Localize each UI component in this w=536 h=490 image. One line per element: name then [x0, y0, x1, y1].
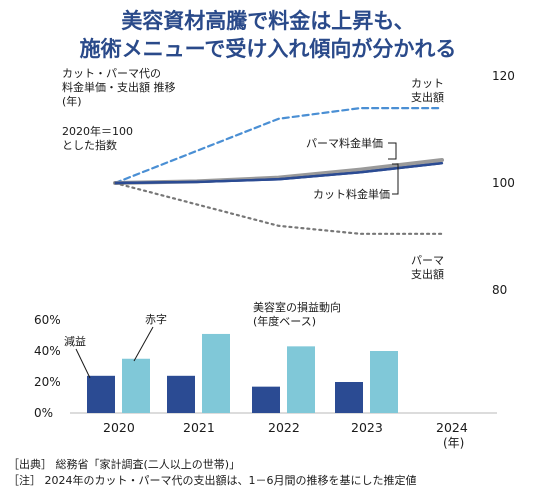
bar-xtick-2020: 2020: [103, 420, 135, 435]
headline-line2: 施術メニューで受け入れ傾向が分かれる: [79, 37, 457, 61]
label-perm-price: パーマ料金単価: [306, 136, 383, 150]
bar-decline-2021: [167, 375, 195, 413]
line-series-3: [113, 181, 444, 235]
label-perm-spend: パーマ支出額: [411, 254, 444, 281]
bar-ytick-2: 20%: [34, 375, 61, 389]
bar-deficit-2021: [202, 333, 230, 413]
line-chart-note: 2020年＝100 とした指数: [62, 124, 133, 152]
line-series-0: [113, 106, 444, 185]
bar-xtick-2021: 2021: [183, 420, 215, 435]
bar-xtick-2023: 2023: [351, 420, 383, 435]
bar-deficit-2022: [287, 346, 315, 413]
bar-decline-2023: [335, 382, 363, 413]
line-series-2-top: [114, 162, 443, 185]
label-cut-price: カット料金単価: [313, 187, 390, 201]
leader-deficit: [133, 326, 154, 362]
bar-chart-title: 美容室の損益動向(年度ベース): [253, 300, 341, 328]
bar-x-suffix: (年): [443, 436, 464, 450]
bar-label-decline: 減益: [64, 334, 86, 348]
note-line: ［注］ 2024年のカット・パーマ代の支出額は、1－6月間の推移を基にした推定値: [8, 474, 417, 487]
leader-cut: [392, 163, 399, 195]
leader-decline: [75, 348, 91, 379]
bar-decline-2020: [87, 375, 115, 413]
leader-perm: [388, 142, 397, 160]
bar-deficit-2020: [122, 358, 150, 413]
source-line: ［出典］ 総務省「家計調査(二人以上の世帯)」: [8, 458, 241, 471]
line-ytick-80: 80: [492, 283, 507, 297]
bar-xtick-2024: 2024: [436, 420, 468, 435]
line-chart-title: カット・パーマ代の料金単価・支出額 推移(年): [62, 67, 176, 108]
label-cut-spend: カット支出額: [411, 77, 444, 104]
bar-ytick-0: 60%: [34, 313, 61, 327]
line-ytick-100: 100: [492, 176, 515, 190]
bar-ytick-1: 40%: [34, 344, 61, 358]
bar-ytick-3: 0%: [34, 406, 53, 420]
headline-line1: 美容資材高騰で料金は上昇も、: [121, 9, 415, 33]
bar-decline-2022: [252, 386, 280, 413]
bar-deficit-2023: [370, 351, 398, 413]
bar-xtick-2022: 2022: [268, 420, 300, 435]
bar-label-deficit: 赤字: [145, 312, 167, 326]
line-ytick-120: 120: [492, 69, 515, 83]
